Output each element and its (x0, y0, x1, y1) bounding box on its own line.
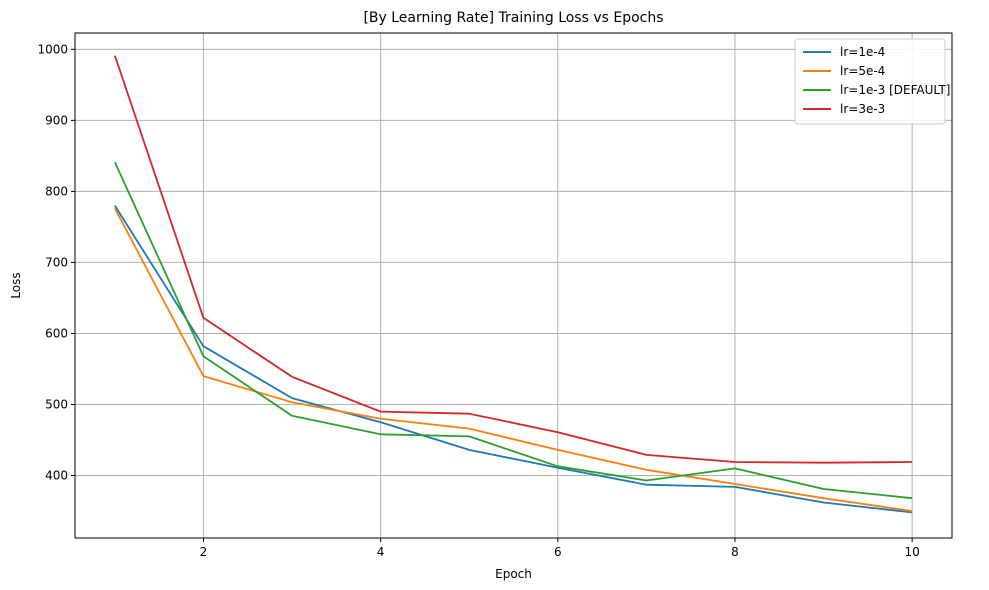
series-line-0 (114, 205, 913, 514)
legend-label-0: lr=1e-4 (840, 45, 885, 59)
chart-title: [By Learning Rate] Training Loss vs Epoc… (363, 10, 663, 26)
legend-label-2: lr=1e-3 [DEFAULT] (840, 83, 950, 97)
y-tick-label: 400 (45, 468, 68, 482)
legend-label-3: lr=3e-3 (840, 102, 885, 116)
x-tick-label: 8 (731, 545, 739, 559)
y-tick-label: 700 (45, 255, 68, 269)
y-axis-label: Loss (9, 272, 23, 298)
legend-box (794, 38, 946, 125)
series-line-1 (114, 207, 913, 512)
x-tick-label: 10 (904, 545, 919, 559)
y-tick-label: 600 (45, 326, 68, 340)
legend-label-1: lr=5e-4 (840, 64, 885, 78)
x-tick-label: 6 (554, 545, 562, 559)
x-axis-label: Epoch (495, 567, 532, 581)
x-tick-label: 2 (200, 545, 208, 559)
x-tick-label: 4 (377, 545, 385, 559)
axis-ticks: 2 4 6 8 10 400 500 600 700 800 900 1000 (37, 42, 919, 559)
y-tick-label: 900 (45, 113, 68, 127)
y-tick-label: 800 (45, 184, 68, 198)
y-tick-label: 1000 (37, 42, 68, 56)
legend: lr=1e-4 lr=5e-4 lr=1e-3 [DEFAULT] lr=3e-3 (794, 38, 950, 125)
y-tick-label: 500 (45, 397, 68, 411)
series-lines (114, 55, 913, 514)
series-line-3 (114, 55, 913, 464)
plot-area-frame (74, 32, 953, 539)
series-line-2 (114, 161, 913, 500)
